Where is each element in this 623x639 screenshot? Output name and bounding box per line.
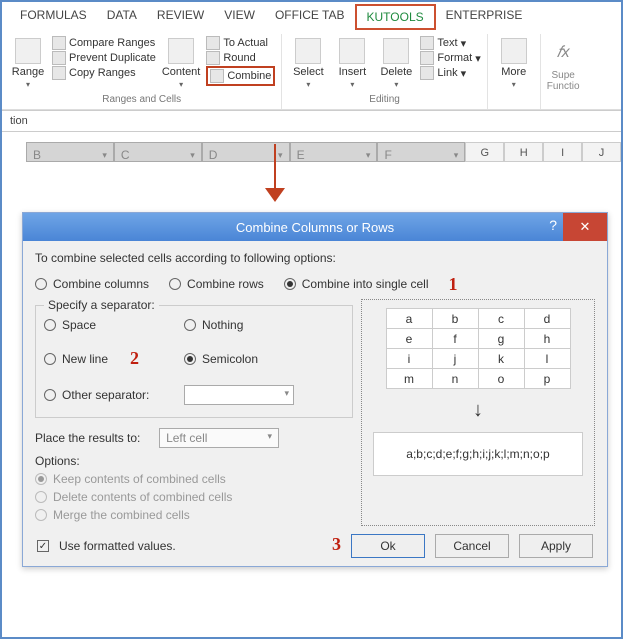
radio-combine-rows[interactable] <box>169 278 181 290</box>
colhdr-h[interactable]: H <box>504 142 543 162</box>
separator-group: Specify a separator: Space Nothing New l… <box>35 305 353 418</box>
round-button[interactable]: Round <box>206 51 275 65</box>
select-icon <box>295 38 321 64</box>
tab-officetab[interactable]: OFFICE TAB <box>265 4 355 30</box>
radio-delete <box>35 491 47 503</box>
group-label-ranges: Ranges and Cells <box>102 94 181 105</box>
radio-merge <box>35 509 47 521</box>
annotation-2: 2 <box>130 348 139 369</box>
chevron-down-icon <box>26 78 30 90</box>
range-icon <box>15 38 41 64</box>
intro-text: To combine selected cells according to f… <box>35 251 595 265</box>
tab-data[interactable]: DATA <box>97 4 147 30</box>
range-label: Range <box>12 66 44 78</box>
ok-button[interactable]: Ok <box>351 534 425 558</box>
actual-icon <box>206 36 220 50</box>
fx-icon[interactable]: 𝑓x <box>553 36 574 70</box>
round-icon <box>206 51 220 65</box>
use-formatted-label: Use formatted values. <box>59 539 176 553</box>
annotation-3: 3 <box>332 534 341 558</box>
separator-title: Specify a separator: <box>44 298 159 312</box>
prevent-duplicate-button[interactable]: Prevent Duplicate <box>52 51 156 65</box>
other-separator-input[interactable] <box>184 385 294 405</box>
combine-icon <box>210 69 224 83</box>
dialog-title-text: Combine Columns or Rows <box>236 220 394 235</box>
format-button[interactable]: Format▾ <box>420 51 480 65</box>
colhdr-c[interactable]: C <box>114 142 202 162</box>
radio-nothing[interactable] <box>184 319 196 331</box>
tab-review[interactable]: REVIEW <box>147 4 214 30</box>
ribbon: Range Compare Ranges Prevent Duplicate C… <box>2 30 621 110</box>
text-button[interactable]: Text▾ <box>420 36 480 50</box>
preview-table: abcd efgh ijkl mnop <box>386 308 571 389</box>
text-icon <box>420 36 434 50</box>
options-title: Options: <box>35 454 353 468</box>
more-button[interactable]: More <box>494 36 534 92</box>
range-button[interactable]: Range <box>8 36 48 92</box>
radio-combine-columns[interactable] <box>35 278 47 290</box>
chevron-down-icon <box>306 78 310 90</box>
colhdr-b[interactable]: B <box>26 142 114 162</box>
combine-button[interactable]: Combine <box>206 66 275 86</box>
chevron-down-icon <box>512 78 516 90</box>
dialog-titlebar[interactable]: Combine Columns or Rows ? ✕ <box>23 213 607 241</box>
compare-ranges-button[interactable]: Compare Ranges <box>52 36 156 50</box>
colhdr-j[interactable]: J <box>582 142 621 162</box>
format-icon <box>420 51 434 65</box>
preview-arrow-icon: ↓ <box>473 399 483 422</box>
formula-bar[interactable]: tion <box>2 110 621 132</box>
annotation-1: 1 <box>448 274 457 295</box>
copy-icon <box>52 66 66 80</box>
group-label-editing: Editing <box>369 94 400 105</box>
link-button[interactable]: Link▾ <box>420 66 480 80</box>
radio-semicolon[interactable] <box>184 353 196 365</box>
tab-view[interactable]: VIEW <box>214 4 265 30</box>
chevron-down-icon <box>350 78 354 90</box>
link-icon <box>420 66 434 80</box>
content-button[interactable]: Content <box>160 36 203 92</box>
colhdr-f[interactable]: F <box>377 142 465 162</box>
delete-icon <box>383 38 409 64</box>
radio-space[interactable] <box>44 319 56 331</box>
insert-button[interactable]: Insert <box>332 36 372 92</box>
colhdr-g[interactable]: G <box>465 142 504 162</box>
preview-panel: abcd efgh ijkl mnop ↓ a;b;c;d;e;f;g;h;i;… <box>361 299 595 526</box>
options-block: Options: Keep contents of combined cells… <box>35 454 353 522</box>
radio-other[interactable] <box>44 389 56 401</box>
to-actual-button[interactable]: To Actual <box>206 36 275 50</box>
column-headers: B C D E F G H I J <box>2 142 621 162</box>
delete-button[interactable]: Delete <box>376 36 416 92</box>
tab-kutools[interactable]: KUTOOLS <box>355 4 436 30</box>
prevent-icon <box>52 51 66 65</box>
radio-newline[interactable] <box>44 353 56 365</box>
radio-keep <box>35 473 47 485</box>
tab-formulas[interactable]: FORMULAS <box>10 4 97 30</box>
content-label: Content <box>162 66 201 78</box>
tab-enterprise[interactable]: ENTERPRISE <box>436 4 533 30</box>
place-label: Place the results to: <box>35 431 140 445</box>
radio-combine-single[interactable] <box>284 278 296 290</box>
annotation-arrow <box>265 144 285 204</box>
use-formatted-checkbox[interactable] <box>37 540 49 552</box>
help-icon[interactable]: ? <box>549 217 557 233</box>
copy-ranges-button[interactable]: Copy Ranges <box>52 66 156 80</box>
close-icon[interactable]: ✕ <box>563 213 607 241</box>
content-icon <box>168 38 194 64</box>
cancel-button[interactable]: Cancel <box>435 534 509 558</box>
colhdr-e[interactable]: E <box>290 142 378 162</box>
ribbon-tabs: FORMULAS DATA REVIEW VIEW OFFICE TAB KUT… <box>2 2 621 30</box>
compare-icon <box>52 36 66 50</box>
insert-icon <box>339 38 365 64</box>
colhdr-i[interactable]: I <box>543 142 582 162</box>
chevron-down-icon <box>394 78 398 90</box>
chevron-down-icon <box>179 78 183 90</box>
place-select[interactable]: Left cell <box>159 428 279 448</box>
preview-result: a;b;c;d;e;f;g;h;i;j;k;l;m;n;o;p <box>373 432 583 476</box>
apply-button[interactable]: Apply <box>519 534 593 558</box>
combine-dialog: Combine Columns or Rows ? ✕ To combine s… <box>22 212 608 567</box>
more-icon <box>501 38 527 64</box>
fx-label: Supe Functio <box>547 70 580 92</box>
select-button[interactable]: Select <box>288 36 328 92</box>
